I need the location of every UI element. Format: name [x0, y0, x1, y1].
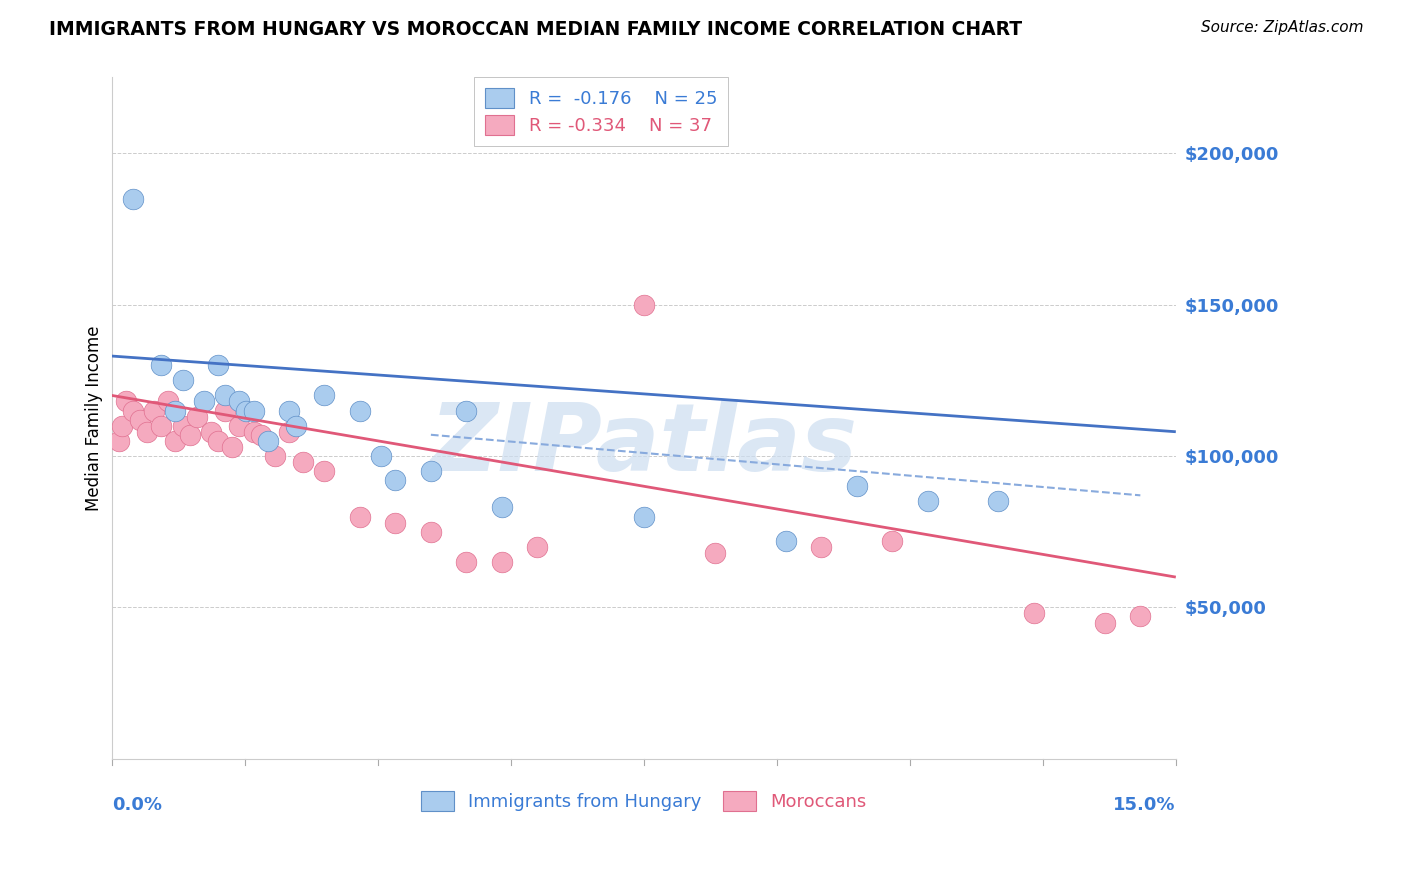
Point: [200, 425, 222, 439]
Point: [292, 455, 315, 469]
Point: [221, 440, 243, 454]
Text: ZIPatlas: ZIPatlas: [430, 400, 858, 491]
Point: [114, 394, 136, 409]
Point: [419, 464, 441, 478]
Point: [633, 509, 655, 524]
Point: [384, 473, 406, 487]
Text: Source: ZipAtlas.com: Source: ZipAtlas.com: [1201, 20, 1364, 35]
Point: [1094, 615, 1116, 630]
Point: [172, 418, 194, 433]
Point: [278, 425, 301, 439]
Point: [165, 403, 187, 417]
Point: [150, 418, 173, 433]
Point: [122, 192, 145, 206]
Point: [419, 524, 441, 539]
Point: [633, 297, 655, 311]
Point: [122, 403, 145, 417]
Point: [917, 494, 939, 508]
Point: [172, 373, 194, 387]
Point: [987, 494, 1010, 508]
Point: [214, 403, 236, 417]
Point: [278, 403, 301, 417]
Point: [1129, 609, 1152, 624]
Point: [263, 449, 285, 463]
Point: [1022, 607, 1045, 621]
Point: [349, 403, 371, 417]
Point: [456, 555, 478, 569]
Point: [526, 540, 548, 554]
Point: [810, 540, 832, 554]
Point: [107, 434, 129, 448]
Point: [150, 358, 173, 372]
Point: [111, 418, 134, 433]
Point: [249, 427, 271, 442]
Point: [370, 449, 392, 463]
Point: [193, 394, 215, 409]
Point: [157, 394, 180, 409]
Point: [349, 509, 371, 524]
Point: [214, 388, 236, 402]
Point: [256, 434, 278, 448]
Text: 0.0%: 0.0%: [111, 797, 162, 814]
Point: [242, 425, 264, 439]
Point: [228, 418, 250, 433]
Point: [491, 500, 513, 515]
Point: [228, 394, 250, 409]
Point: [285, 418, 308, 433]
Point: [845, 479, 868, 493]
Point: [384, 516, 406, 530]
Y-axis label: Median Family Income: Median Family Income: [86, 326, 103, 511]
Point: [314, 464, 336, 478]
Point: [136, 425, 159, 439]
Point: [703, 546, 725, 560]
Point: [165, 434, 187, 448]
Point: [456, 403, 478, 417]
Point: [775, 533, 797, 548]
Legend: Immigrants from Hungary, Moroccans: Immigrants from Hungary, Moroccans: [422, 791, 866, 811]
Point: [186, 409, 208, 424]
Text: IMMIGRANTS FROM HUNGARY VS MOROCCAN MEDIAN FAMILY INCOME CORRELATION CHART: IMMIGRANTS FROM HUNGARY VS MOROCCAN MEDI…: [49, 20, 1022, 38]
Point: [143, 403, 166, 417]
Text: 15.0%: 15.0%: [1114, 797, 1175, 814]
Point: [491, 555, 513, 569]
Point: [129, 412, 152, 426]
Point: [880, 533, 903, 548]
Point: [242, 403, 264, 417]
Point: [179, 427, 201, 442]
Point: [235, 403, 257, 417]
Point: [314, 388, 336, 402]
Point: [207, 434, 229, 448]
Point: [207, 358, 229, 372]
